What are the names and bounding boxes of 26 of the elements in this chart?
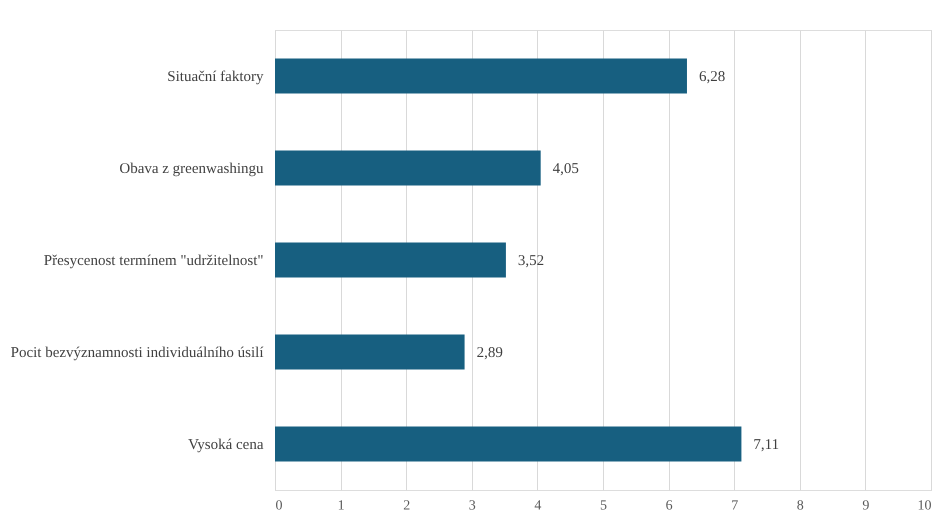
y-tick-label: Pocit bezvýznamnosti individuálního úsilí [10, 345, 264, 361]
data-label: 2,89 [476, 345, 503, 361]
x-tick-label: 9 [862, 498, 870, 514]
y-tick-label: Obava z greenwashingu [119, 161, 264, 177]
data-label: 3,52 [518, 253, 544, 269]
bar [275, 150, 541, 186]
data-label: 7,11 [753, 437, 780, 453]
x-tick-label: 8 [796, 498, 804, 514]
x-tick-label: 10 [918, 498, 932, 514]
data-label: 4,05 [552, 161, 579, 177]
x-tick-label: 2 [403, 498, 410, 514]
bar [275, 426, 742, 462]
bar [275, 58, 687, 94]
x-tick-label: 5 [600, 498, 607, 514]
x-tick-label: 3 [468, 498, 476, 514]
x-tick-label: 7 [731, 498, 738, 514]
y-tick-label: Situační faktory [167, 69, 264, 85]
y-tick-label: Vysoká cena [188, 437, 264, 453]
x-tick-label: 4 [534, 498, 542, 514]
y-tick-label: Přesycenost termínem "udržitelnost" [44, 253, 264, 269]
data-label: 6,28 [698, 69, 726, 85]
x-tick-label: 6 [666, 498, 673, 514]
bar [275, 334, 465, 370]
x-tick-label: 1 [338, 498, 345, 514]
x-tick-label: 0 [276, 498, 282, 514]
bar [275, 242, 506, 278]
